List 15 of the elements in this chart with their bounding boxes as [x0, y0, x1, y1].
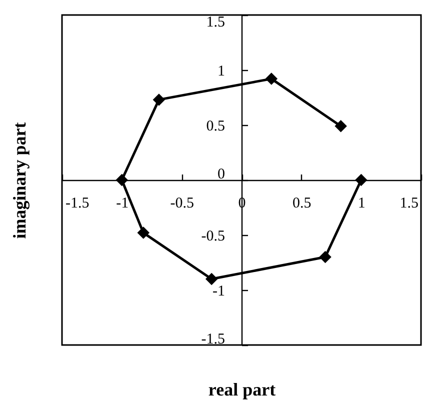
y-tick-label: -0.5 — [201, 228, 225, 244]
y-tick-label: 1.5 — [206, 14, 225, 30]
x-tick-label: -1 — [116, 196, 129, 212]
y-tick-label: 0.5 — [206, 118, 225, 134]
y-tick-label: -1 — [212, 284, 225, 300]
y-tick-label: 1 — [218, 64, 225, 80]
x-tick-label: 1 — [358, 196, 366, 212]
y-tick-label: -1.5 — [201, 332, 225, 348]
x-tick-label: -0.5 — [170, 196, 194, 212]
y-axis-title: imaginary part — [10, 122, 30, 239]
y-tick-label: 0 — [218, 166, 225, 182]
x-tick-label: -1.5 — [66, 196, 90, 212]
x-tick-label: 0.5 — [292, 196, 312, 212]
x-tick-label: 1.5 — [400, 196, 418, 212]
x-axis-title: real part — [208, 380, 276, 400]
